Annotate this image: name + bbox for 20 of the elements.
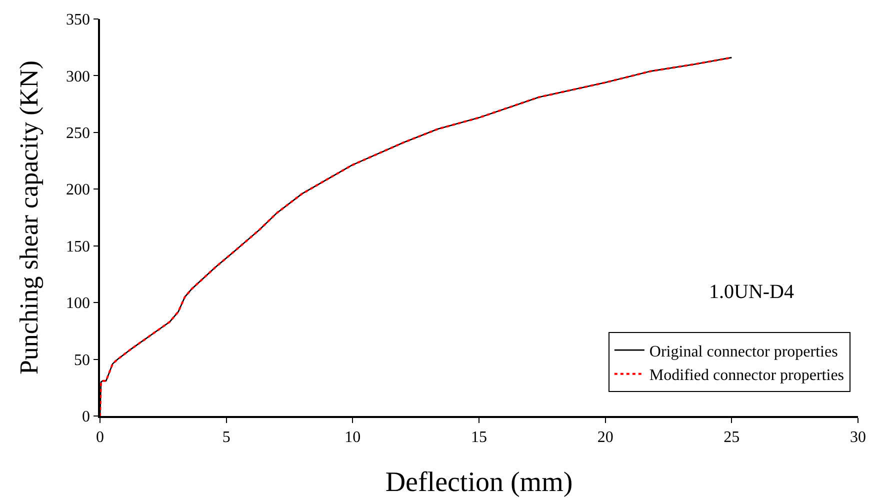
legend-label: Modified connector properties xyxy=(649,367,844,384)
annotation: 1.0UN-D4 xyxy=(709,281,794,303)
x-tick-label: 30 xyxy=(850,428,866,446)
x-tick-label: 10 xyxy=(344,428,361,446)
y-tick-label: 0 xyxy=(82,408,90,426)
x-axis-title: Deflection (mm) xyxy=(385,467,573,498)
x-tick-label: 20 xyxy=(597,428,614,446)
x-tick-label: 25 xyxy=(724,428,740,446)
y-tick-label: 250 xyxy=(66,125,90,142)
x-tick-label: 5 xyxy=(222,428,230,446)
y-tick-label: 350 xyxy=(66,12,90,29)
y-tick-label: 300 xyxy=(66,68,90,86)
y-tick-label: 50 xyxy=(74,352,90,369)
y-tick-label: 200 xyxy=(66,182,90,199)
y-tick-label: 100 xyxy=(66,295,90,312)
legend-label: Original connector properties xyxy=(649,343,838,360)
x-tick-label: 0 xyxy=(96,428,104,446)
y-tick-label: 150 xyxy=(66,238,90,256)
x-tick-label: 15 xyxy=(471,428,487,446)
y-axis-title: Punching shear capacity (KN) xyxy=(14,60,44,375)
